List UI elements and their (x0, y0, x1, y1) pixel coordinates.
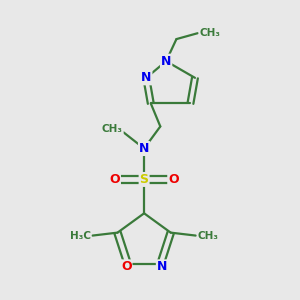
Text: N: N (141, 71, 152, 84)
Text: N: N (139, 142, 149, 155)
Text: CH₃: CH₃ (102, 124, 123, 134)
Text: CH₃: CH₃ (200, 28, 220, 38)
Text: O: O (110, 173, 120, 186)
Text: CH₃: CH₃ (198, 231, 219, 241)
Text: N: N (157, 260, 167, 273)
Text: O: O (121, 260, 131, 273)
Text: S: S (140, 173, 148, 186)
Text: H₃C: H₃C (70, 231, 91, 241)
Text: N: N (161, 55, 171, 68)
Text: O: O (168, 173, 179, 186)
